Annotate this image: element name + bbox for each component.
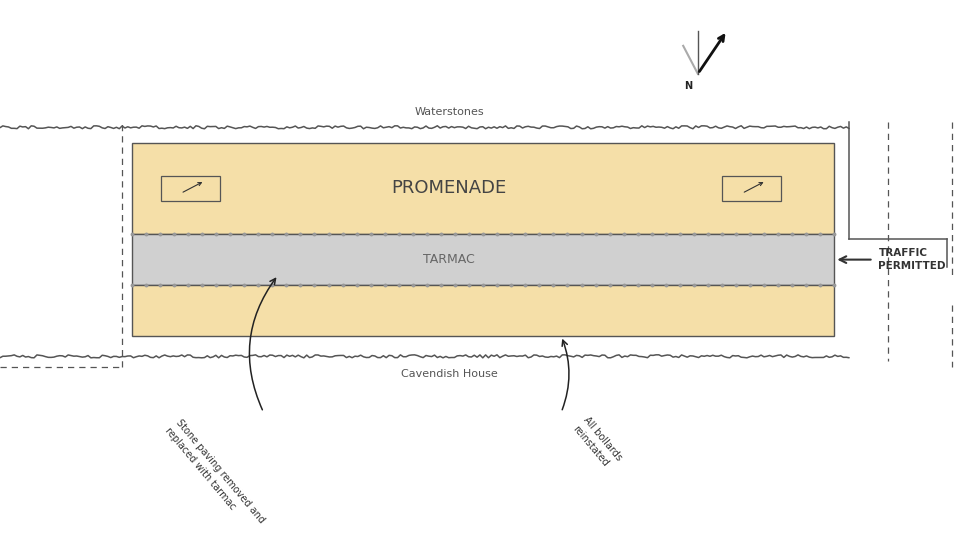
Text: PROMENADE: PROMENADE bbox=[391, 180, 507, 197]
Text: Waterstones: Waterstones bbox=[414, 107, 484, 117]
Text: All bollards
reinstated: All bollards reinstated bbox=[571, 415, 624, 471]
Text: TRAFFIC
PERMITTED: TRAFFIC PERMITTED bbox=[878, 248, 946, 271]
Text: Stone paving removed and
replaced with tarmac: Stone paving removed and replaced with t… bbox=[163, 417, 266, 534]
Text: N: N bbox=[684, 81, 692, 92]
Bar bbox=[132, 234, 834, 285]
Text: TARMAC: TARMAC bbox=[423, 253, 475, 266]
Bar bbox=[161, 176, 220, 201]
Bar bbox=[132, 285, 834, 336]
Text: Cavendish House: Cavendish House bbox=[400, 369, 498, 379]
Bar bbox=[722, 176, 781, 201]
Bar bbox=[132, 143, 834, 234]
